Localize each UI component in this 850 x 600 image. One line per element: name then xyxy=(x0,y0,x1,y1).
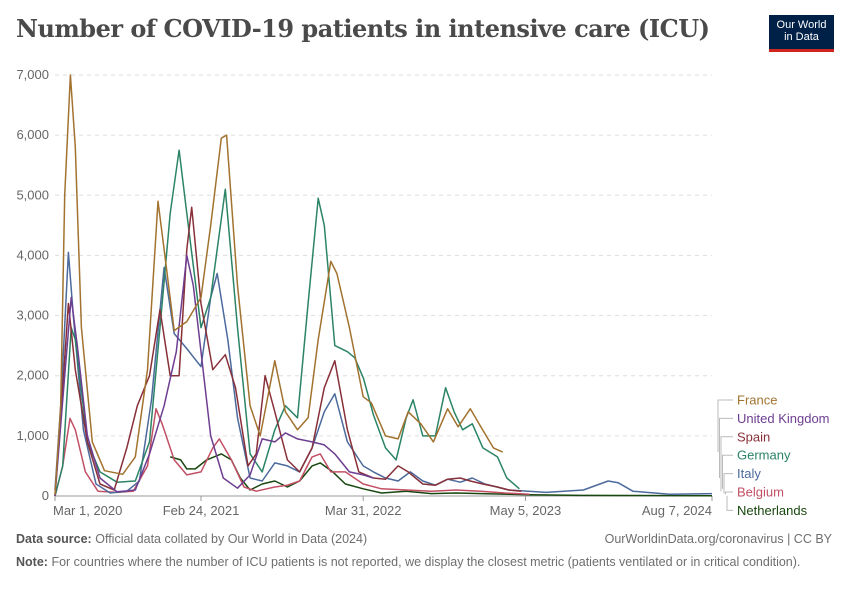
legend-connector xyxy=(720,436,733,492)
y-axis-ticks: 0 1,000 2,000 3,000 4,000 5,000 6,000 7,000 xyxy=(16,67,49,503)
y-tick-label: 0 xyxy=(42,488,49,503)
x-tick-label: Mar 1, 2020 xyxy=(53,503,122,518)
legend-label-italy: Italy xyxy=(737,466,761,481)
legend-label-netherlands: Netherlands xyxy=(737,503,808,518)
logo-line-2: in Data xyxy=(784,31,819,43)
legend-label-spain: Spain xyxy=(737,429,770,444)
legend-label-belgium: Belgium xyxy=(737,485,784,500)
y-tick-label: 1,000 xyxy=(16,428,49,443)
legend-label-united-kingdom: United Kingdom xyxy=(737,411,830,426)
owid-logo[interactable]: Our World in Data xyxy=(769,15,834,52)
source-link[interactable]: OurWorldinData.org/coronavirus | CC BY xyxy=(604,532,832,546)
data-source: Data source: Official data collated by O… xyxy=(16,532,367,546)
series-line-italy xyxy=(54,251,713,495)
legend: France United Kingdom Spain Germany Italy Bel… xyxy=(717,393,830,518)
legend-label-germany: Germany xyxy=(737,448,791,463)
chart-title: Number of COVID-19 patients in intensive… xyxy=(16,14,710,43)
series-line-france xyxy=(54,74,504,495)
series-lines xyxy=(54,74,713,497)
y-tick-label: 5,000 xyxy=(16,187,49,202)
legend-connector xyxy=(717,399,733,453)
series-line-spain xyxy=(54,206,522,497)
series-line-germany xyxy=(54,149,520,497)
legend-connector xyxy=(719,417,733,478)
note-label: Note: xyxy=(16,555,48,569)
footnote: Note: For countries where the number of … xyxy=(16,555,816,570)
note-text: For countries where the number of ICU pa… xyxy=(51,555,801,569)
x-tick-label: Aug 7, 2024 xyxy=(642,503,712,518)
y-tick-label: 4,000 xyxy=(16,247,49,262)
legend-connector xyxy=(723,473,733,494)
x-tick-label: May 5, 2023 xyxy=(490,503,562,518)
series-line-netherlands xyxy=(169,453,713,497)
logo-line-1: Our World xyxy=(776,19,827,31)
data-source-text: Official data collated by Our World in D… xyxy=(95,532,368,546)
x-axis-ticks: Mar 1, 2020 Feb 24, 2021 Mar 31, 2022 May 5… xyxy=(53,496,713,518)
legend-connector xyxy=(722,454,733,489)
grid-lines xyxy=(55,74,712,497)
x-tick-label: Feb 24, 2021 xyxy=(163,503,240,518)
y-tick-label: 2,000 xyxy=(16,368,49,383)
series-line-united-kingdom xyxy=(54,254,374,497)
legend-connector xyxy=(725,491,733,495)
x-tick-label: Mar 31, 2022 xyxy=(325,503,402,518)
legend-connector xyxy=(726,495,733,511)
legend-label-france: France xyxy=(737,393,777,408)
data-source-label: Data source: xyxy=(16,532,92,546)
y-tick-label: 3,000 xyxy=(16,308,49,323)
y-tick-label: 7,000 xyxy=(16,67,49,82)
line-chart: 0 1,000 2,000 3,000 4,000 5,000 6,000 7,000 Mar… xyxy=(16,67,830,518)
y-tick-label: 6,000 xyxy=(16,127,49,142)
